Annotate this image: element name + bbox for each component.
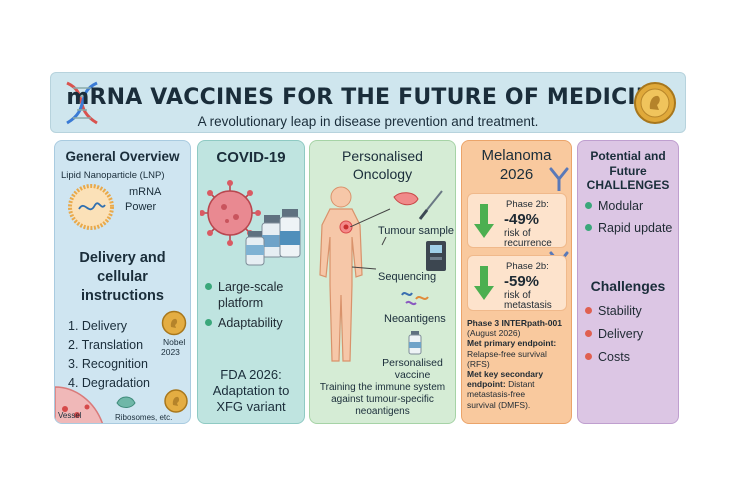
- metastasis-phase: Phase 2b:: [506, 261, 549, 272]
- covid-heading: COVID-19: [216, 149, 286, 166]
- recurrence-phase: Phase 2b:: [506, 199, 549, 210]
- lnp-label: Lipid Nanoparticle (LNP): [61, 170, 165, 181]
- personalised-vaccine-label: Personalised vaccine: [382, 357, 443, 381]
- power-label: Power: [125, 201, 157, 213]
- virus-and-vials-illustration: [200, 180, 301, 266]
- potential-rapid-update: Rapid update: [585, 221, 672, 235]
- down-arrow-icon: [474, 266, 494, 300]
- neoantigen-icon: [401, 292, 429, 306]
- challenges-heading: Challenges: [590, 278, 666, 294]
- oncology-panel: Personalised Oncology Tumour sample Sequ…: [309, 140, 456, 424]
- vessel-label: Vessel: [58, 411, 82, 420]
- interpath-trial-details: Phase 3 INTERpath-001 (August 2026) Met …: [467, 318, 562, 410]
- sequencer-icon: [351, 237, 446, 271]
- sequencing-label: Sequencing: [378, 271, 437, 283]
- covid-panel: COVID-19 Large-scale platform: [197, 140, 305, 424]
- metastasis-result-card: Phase 2b: -59% risk of metastasis: [467, 255, 567, 311]
- nobel-label: Nobel: [163, 337, 186, 347]
- page-title: mRNA VACCINES FOR THE FUTURE OF MEDICINE: [66, 85, 670, 110]
- step-delivery: 1. Delivery: [68, 319, 128, 333]
- vaccine-vial-icon: [408, 331, 422, 355]
- tumour-sample-label: Tumour sample: [378, 225, 455, 237]
- challenge-delivery: Delivery: [585, 327, 643, 341]
- antibody-icon: [549, 167, 569, 191]
- challenge-costs: Costs: [585, 350, 630, 364]
- vessel-cell-illustration: [55, 386, 188, 423]
- recurrence-desc: risk of recurrence: [504, 228, 552, 249]
- fda-note: FDA 2026: Adaptation to XFG variant: [212, 367, 290, 414]
- human-body-figure: [319, 186, 363, 362]
- page-subtitle: A revolutionary leap in disease preventi…: [197, 114, 539, 129]
- metastasis-value: -59%: [504, 273, 540, 290]
- future-heading: Potential and Future CHALLENGES: [586, 149, 670, 192]
- down-arrow-icon: [474, 204, 494, 238]
- challenge-stability: Stability: [585, 304, 642, 318]
- dna-icon: [66, 81, 98, 125]
- melanoma-heading: Melanoma 2026: [481, 147, 552, 183]
- ribosomes-label: Ribosomes, etc.: [115, 413, 173, 422]
- neoantigens-label: Neoantigens: [384, 313, 446, 325]
- header-banner: mRNA VACCINES FOR THE FUTURE OF MEDICINE…: [50, 72, 686, 133]
- covid-bullet-platform: Large-scale platform: [205, 279, 283, 311]
- nobel-coin-icon: [161, 310, 187, 336]
- lipid-nanoparticle-icon: [68, 184, 114, 230]
- potential-modular: Modular: [585, 199, 643, 213]
- oncology-footer: Training the immune system against tumou…: [319, 382, 446, 417]
- melanoma-panel: Melanoma 2026 Phase 2b: -49% risk of rec…: [461, 140, 572, 424]
- oncology-heading: Personalised Oncology: [342, 148, 423, 182]
- step-translation: 2. Translation: [68, 338, 144, 352]
- covid-bullet-adaptability: Adaptability: [205, 316, 283, 330]
- delivery-heading: Delivery and cellular instructions: [79, 250, 166, 304]
- step-recognition: 3. Recognition: [68, 357, 148, 371]
- metastasis-desc: risk of metastasis: [504, 290, 552, 311]
- mrna-label: mRNA: [129, 186, 162, 198]
- future-challenges-panel: Potential and Future CHALLENGES Modular …: [577, 140, 679, 424]
- nobel-year: 2023: [161, 347, 180, 357]
- recurrence-value: -49%: [504, 211, 540, 228]
- recurrence-result-card: Phase 2b: -49% risk of recurrence: [467, 193, 567, 249]
- step-degradation: 4. Degradation: [68, 376, 151, 390]
- nobel-medal-icon: [634, 82, 676, 124]
- general-overview-panel: General Overview Lipid Nanoparticle (LNP…: [54, 140, 191, 424]
- overview-heading: General Overview: [65, 149, 180, 164]
- tumour-sample-icon: [350, 190, 443, 227]
